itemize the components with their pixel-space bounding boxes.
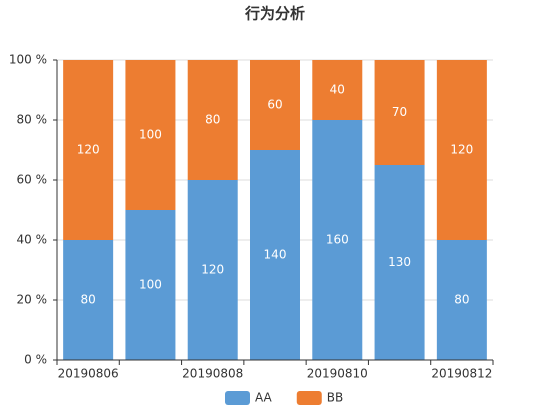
x-tick-label: 20190808 — [182, 367, 243, 381]
bar-segment — [312, 60, 363, 120]
data-label: 120 — [77, 143, 100, 157]
y-tick-label: 60 % — [17, 173, 48, 187]
y-tick-label: 0 % — [24, 353, 47, 367]
data-label: 140 — [264, 248, 287, 262]
legend-label: AA — [255, 391, 273, 405]
bar-segment — [436, 60, 487, 240]
bar-segment — [125, 210, 176, 360]
data-label: 80 — [81, 293, 96, 307]
bar-segment — [63, 60, 114, 240]
data-label: 60 — [267, 98, 282, 112]
legend-label: BB — [327, 391, 343, 405]
data-label: 160 — [326, 233, 349, 247]
data-label: 70 — [392, 105, 407, 119]
y-tick-label: 100 % — [9, 53, 47, 67]
chart-title: 行为分析 — [244, 5, 305, 23]
legend-swatch — [296, 391, 322, 405]
y-tick-label: 40 % — [17, 233, 48, 247]
data-label: 120 — [450, 143, 473, 157]
x-tick-label: 20190812 — [431, 367, 492, 381]
y-tick-label: 80 % — [17, 113, 48, 127]
x-tick-label: 20190810 — [307, 367, 368, 381]
bar-segment — [187, 60, 238, 180]
data-label: 100 — [139, 128, 162, 142]
bar-segment — [374, 165, 425, 360]
bar-segment — [250, 60, 300, 150]
bar-segment — [63, 240, 114, 360]
data-label: 100 — [139, 278, 162, 292]
bar-segment — [250, 150, 300, 360]
data-label: 120 — [201, 263, 224, 277]
bar-segment — [374, 60, 425, 165]
bar-segment — [125, 60, 176, 210]
data-label: 80 — [454, 293, 469, 307]
data-label: 80 — [205, 113, 220, 127]
bar-segment — [187, 180, 238, 360]
x-tick-label: 20190806 — [58, 367, 119, 381]
bar-segment — [312, 120, 363, 360]
y-tick-label: 20 % — [17, 293, 48, 307]
bar-segment — [436, 240, 487, 360]
data-label: 130 — [388, 255, 411, 269]
legend-swatch — [225, 391, 250, 405]
data-label: 40 — [330, 83, 345, 97]
